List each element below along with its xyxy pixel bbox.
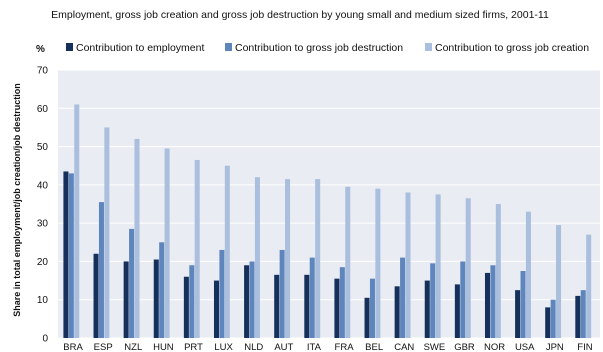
x-tick-label: ITA — [307, 342, 322, 352]
bar-nor-s0 — [484, 272, 490, 338]
bar-fra-s1 — [339, 267, 345, 338]
y-tick-labels: 0 10 20 30 40 50 60 70 — [37, 66, 49, 345]
bar-aut-s0 — [274, 274, 280, 338]
y-axis-label: Share in total employment/job creation/j… — [12, 83, 22, 317]
bar-lux-s0 — [213, 280, 219, 338]
gridlines — [58, 69, 600, 339]
bar-aut-s1 — [279, 249, 285, 338]
bar-fra-s2 — [345, 186, 351, 338]
bar-esp-s1 — [98, 202, 104, 338]
y-tick-label: 60 — [37, 104, 49, 115]
bar-esp-s2 — [104, 127, 110, 338]
legend-label: Contribution to gross job creation — [435, 42, 589, 54]
bar-bel-s2 — [375, 188, 381, 338]
bar-hun-s2 — [164, 148, 170, 338]
x-tick-label: HUN — [153, 342, 174, 352]
bar-nor-s1 — [490, 265, 496, 338]
legend-label: Contribution to gross job destruction — [235, 42, 403, 54]
bar-nld-s2 — [254, 177, 260, 338]
x-tick-label: PRT — [184, 342, 203, 352]
bar-swe-s1 — [430, 263, 436, 338]
bar-hun-s1 — [159, 242, 165, 338]
y-tick-label: 20 — [37, 257, 49, 268]
legend-swatch — [425, 43, 432, 51]
bar-can-s2 — [405, 192, 411, 338]
x-tick-label: GBR — [454, 342, 475, 352]
legend: Contribution to employment Contribution t… — [66, 42, 589, 54]
x-tick-label: FRA — [335, 342, 355, 352]
plot-background — [58, 70, 600, 338]
chart-title: Employment, gross job creation and gross… — [51, 9, 549, 21]
x-tick-label: ESP — [94, 342, 113, 352]
bar-usa-s0 — [515, 290, 521, 338]
bar-nzl-s0 — [123, 261, 129, 338]
bar-jpn-s2 — [556, 225, 562, 338]
y-tick-label: 0 — [42, 334, 48, 345]
bar-prt-s0 — [183, 276, 189, 338]
y-unit-label: % — [36, 44, 45, 55]
bar-gbr-s1 — [460, 261, 466, 338]
bar-prt-s1 — [189, 265, 195, 338]
bar-fin-s1 — [580, 290, 586, 338]
x-tick-label: JPN — [546, 342, 564, 352]
bar-nld-s0 — [244, 265, 250, 338]
bar-fra-s0 — [334, 278, 340, 338]
bar-fin-s2 — [586, 234, 592, 338]
bar-ita-s0 — [304, 274, 310, 338]
bar-aut-s2 — [285, 179, 291, 338]
x-tick-label: FIN — [577, 342, 592, 352]
bar-ita-s1 — [309, 257, 315, 338]
legend-swatch — [225, 43, 232, 51]
bar-bra-s2 — [74, 104, 80, 338]
x-tick-label: CAN — [394, 342, 414, 352]
x-tick-label: BEL — [365, 342, 383, 352]
bar-lux-s1 — [219, 249, 225, 338]
y-tick-label: 70 — [37, 66, 49, 77]
legend-swatch — [66, 43, 73, 51]
x-tick-label: USA — [515, 342, 535, 352]
x-tick-label: NLD — [244, 342, 263, 352]
bar-nzl-s2 — [134, 138, 140, 338]
x-tick-label: NOR — [484, 342, 505, 352]
y-tick-label: 40 — [37, 180, 49, 191]
bar-ita-s2 — [315, 179, 321, 338]
y-tick-label: 10 — [37, 295, 49, 306]
bar-usa-s2 — [525, 211, 531, 338]
bar-bra-s1 — [68, 173, 74, 338]
bar-fin-s0 — [575, 295, 581, 338]
bar-gbr-s0 — [454, 284, 460, 338]
bar-nld-s1 — [249, 261, 255, 338]
bars — [63, 104, 592, 338]
bar-bel-s0 — [364, 297, 370, 338]
x-tick-label: LUX — [214, 342, 233, 352]
x-tick-labels: BRA ESP NZL HUN PRT LUX NLD AUT ITA FRA BEL CAN SWE G… — [63, 342, 592, 352]
legend-label: Contribution to employment — [76, 42, 204, 54]
bar-swe-s2 — [435, 194, 441, 338]
bar-can-s1 — [400, 257, 406, 338]
bar-bra-s0 — [63, 171, 69, 338]
bar-nor-s2 — [495, 204, 501, 338]
bar-swe-s0 — [424, 280, 430, 338]
bar-lux-s2 — [224, 165, 230, 338]
y-tick-label: 50 — [37, 142, 49, 153]
bar-esp-s0 — [93, 253, 99, 338]
bar-jpn-s0 — [545, 307, 551, 338]
bar-nzl-s1 — [129, 228, 135, 338]
y-tick-label: 30 — [37, 219, 49, 230]
bar-usa-s1 — [520, 271, 526, 338]
bar-bel-s1 — [369, 278, 375, 338]
bar-jpn-s1 — [550, 299, 556, 338]
bar-hun-s0 — [153, 259, 159, 338]
x-tick-label: SWE — [424, 342, 446, 352]
bar-can-s0 — [394, 286, 400, 338]
bar-prt-s2 — [194, 159, 200, 338]
bar-gbr-s2 — [465, 198, 471, 338]
x-tick-label: NZL — [124, 342, 142, 352]
x-tick-label: AUT — [274, 342, 293, 352]
x-tick-label: BRA — [63, 342, 83, 352]
plot-area — [58, 70, 600, 338]
